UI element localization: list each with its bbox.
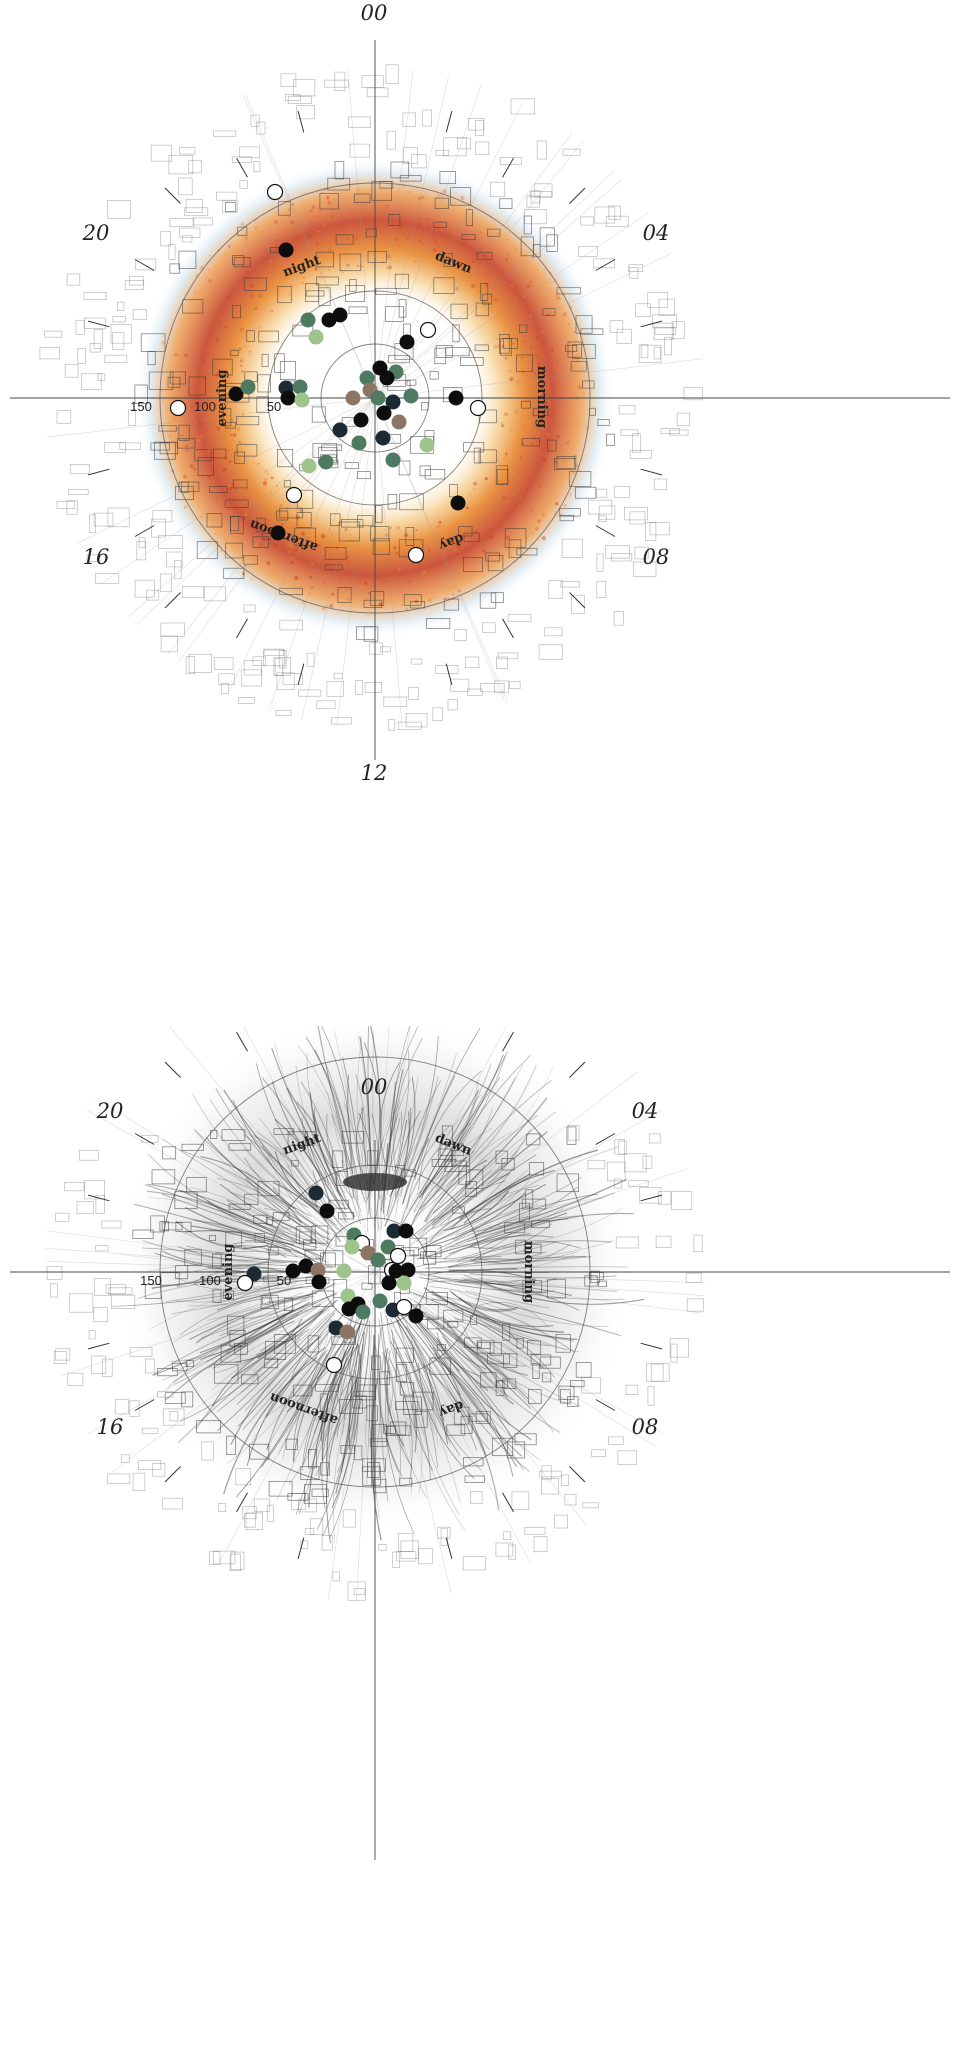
marker-green: [385, 452, 401, 468]
hour-label-04: 04: [632, 1099, 659, 1123]
marker-white: [325, 1356, 343, 1374]
hour-label-16: 16: [97, 1415, 124, 1439]
marker-green: [318, 454, 334, 470]
hour-ticks: [87, 1031, 663, 1560]
ring-label-150: 150: [130, 399, 152, 414]
marker-black: [450, 495, 466, 511]
hour-label-08: 08: [632, 1415, 659, 1439]
period-label-evening: evening: [215, 369, 230, 426]
hour-label-00: 00: [361, 1, 388, 25]
marker-black: [353, 412, 369, 428]
marker-sage: [396, 1275, 412, 1291]
period-label-evening: evening: [221, 1243, 236, 1300]
marker-navy: [375, 430, 391, 446]
marker-sage: [301, 458, 317, 474]
marker-group: [169, 183, 487, 564]
hour-label-12: 12: [361, 761, 388, 785]
ring-label-50: 50: [267, 399, 281, 414]
marker-green: [403, 388, 419, 404]
marker-sage: [340, 1288, 356, 1304]
marker-green: [370, 1252, 386, 1268]
marker-black: [298, 1258, 314, 1274]
period-label-morning: morning: [534, 366, 549, 428]
marker-brown: [345, 390, 361, 406]
marker-black: [285, 1263, 301, 1279]
marker-black: [448, 390, 464, 406]
marker-brown: [339, 1324, 355, 1340]
period-label-morning: morning: [521, 1241, 536, 1303]
marker-green: [240, 379, 256, 395]
radial-diagram-bottom: 00040812162050100150nightdawnmorningdaya…: [10, 1026, 950, 1860]
marker-white: [169, 399, 187, 417]
marker-black: [270, 525, 286, 541]
marker-brown: [391, 414, 407, 430]
marker-white: [266, 183, 284, 201]
marker-white: [236, 1274, 254, 1292]
marker-black: [228, 386, 244, 402]
marker-white: [419, 321, 437, 339]
marker-white: [395, 1298, 413, 1316]
ring-label-150: 150: [140, 1273, 162, 1288]
marker-black: [311, 1274, 327, 1290]
hour-label-08: 08: [643, 545, 670, 569]
hour-label-00: 00: [361, 1075, 388, 1099]
marker-sage: [344, 1239, 360, 1255]
marker-black: [332, 307, 348, 323]
marker-green: [370, 390, 386, 406]
marker-navy: [332, 422, 348, 438]
marker-navy: [385, 394, 401, 410]
marker-green: [372, 1293, 388, 1309]
marker-white: [407, 546, 425, 564]
hour-label-20: 20: [96, 1099, 124, 1123]
marker-green: [351, 435, 367, 451]
hour-label-16: 16: [83, 545, 110, 569]
marker-white: [469, 399, 487, 417]
hour-ticks: [87, 110, 663, 686]
marker-sage: [294, 392, 310, 408]
marker-black: [408, 1308, 424, 1324]
marker-black: [400, 1262, 416, 1278]
marker-black: [388, 1263, 404, 1279]
marker-black: [399, 334, 415, 350]
marker-green: [292, 379, 308, 395]
radial-map-panel-top: 00040812162050100150nightdawnmorningdaya…: [0, 0, 959, 1025]
marker-black: [398, 1223, 414, 1239]
marker-black: [319, 1203, 335, 1219]
marker-group: [236, 1185, 424, 1374]
hour-label-20: 20: [82, 221, 110, 245]
hour-label-04: 04: [643, 221, 670, 245]
marker-brown: [310, 1262, 326, 1278]
radial-diagram-top: 00040812162050100150nightdawnmorningdaya…: [10, 1, 950, 785]
marker-sage: [419, 437, 435, 453]
marker-white: [285, 486, 303, 504]
city-map-outlines: [39, 64, 703, 731]
marker-green: [380, 1239, 396, 1255]
marker-white: [389, 1247, 407, 1265]
marker-black: [381, 1275, 397, 1291]
ring-label-100: 100: [194, 399, 216, 414]
marker-black: [379, 370, 395, 386]
marker-green: [355, 1304, 371, 1320]
radial-map-panel-bottom: 00040812162050100150nightdawnmorningdaya…: [0, 1026, 959, 2051]
marker-green: [359, 370, 375, 386]
marker-black: [280, 390, 296, 406]
marker-black: [278, 242, 294, 258]
marker-navy: [308, 1185, 324, 1201]
marker-sage: [308, 329, 324, 345]
marker-black: [376, 405, 392, 421]
marker-green: [300, 312, 316, 328]
marker-navy: [386, 1223, 402, 1239]
ring-label-50: 50: [277, 1273, 291, 1288]
ring-label-100: 100: [199, 1273, 221, 1288]
marker-sage: [336, 1263, 352, 1279]
